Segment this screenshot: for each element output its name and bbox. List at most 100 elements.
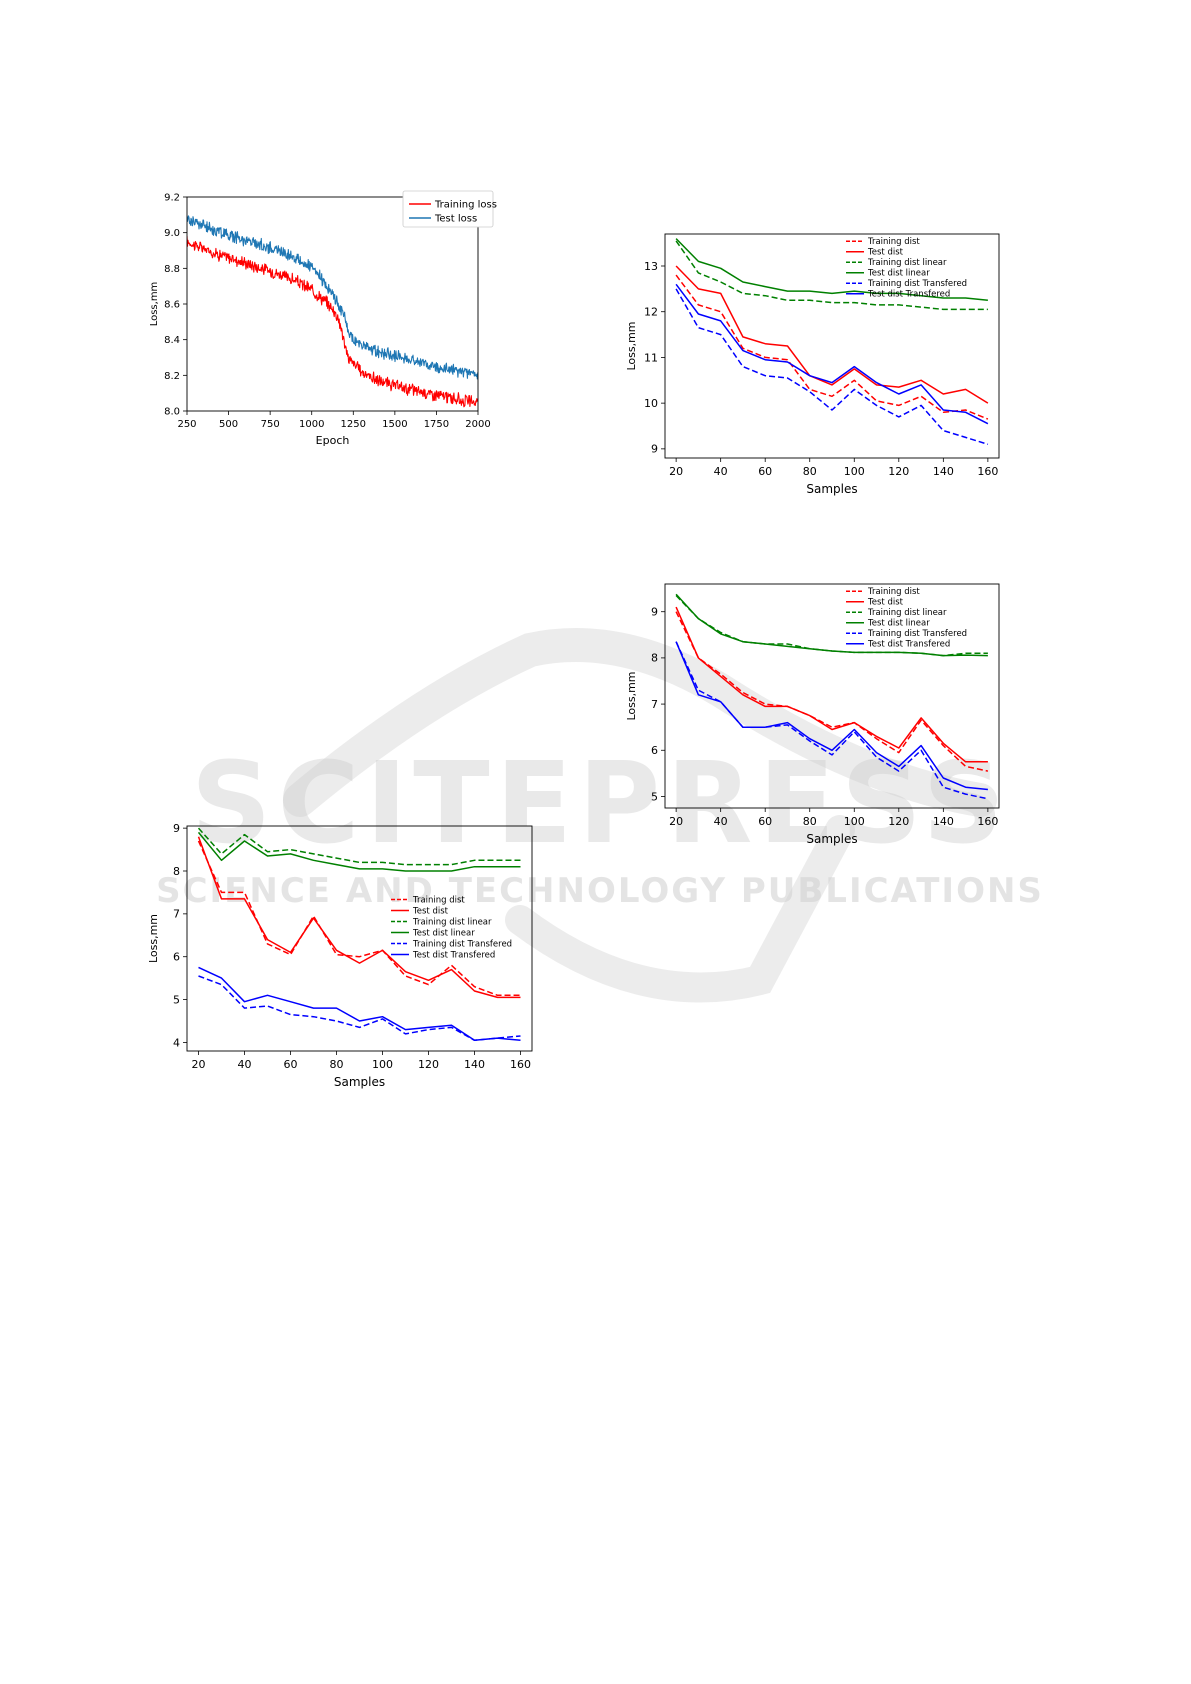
series-line-training-dist-linear [675, 240, 988, 311]
series-line-training-dist [197, 840, 521, 997]
x-tick-label: 20 [669, 465, 683, 478]
plot-frame [186, 196, 479, 412]
x-tick-label: 120 [888, 815, 909, 828]
x-tick-label: 40 [238, 1058, 252, 1071]
series-line-test-dist-transfered [198, 966, 521, 1042]
series-line-training-loss [187, 235, 478, 408]
series-line-training-dist-transfered [198, 975, 521, 1042]
y-tick-label: 5 [651, 790, 658, 803]
x-tick-label: 120 [888, 465, 909, 478]
series-line-test-dist [675, 265, 989, 404]
y-tick-label: 12 [644, 306, 658, 319]
y-tick-label: 8.8 [164, 264, 180, 275]
x-axis-label: Samples [806, 482, 857, 496]
legend-label-test-loss: Test loss [434, 214, 477, 225]
series-line-training-dist [675, 611, 989, 772]
series-line-training-dist-transfered [675, 641, 989, 800]
y-tick-label: 4 [173, 1036, 180, 1049]
y-tick-label: 6 [651, 744, 658, 757]
x-tick-label: 160 [977, 815, 998, 828]
legend-label-training-dist-linear: Training dist linear [867, 608, 947, 618]
plot-area [675, 238, 989, 446]
y-tick-label: 8 [173, 865, 180, 878]
y-tick-label: 9.0 [164, 228, 180, 239]
x-tick-label: 140 [933, 815, 954, 828]
y-tick-label: 8.0 [164, 407, 180, 418]
x-axis-label: Samples [806, 832, 857, 846]
x-tick-label: 500 [219, 419, 238, 430]
y-axis-label: Loss,mm [625, 671, 638, 720]
x-tick-label: 750 [261, 419, 280, 430]
series-line-training-dist [675, 274, 989, 420]
x-tick-label: 100 [844, 815, 865, 828]
x-tick-label: 40 [714, 815, 728, 828]
legend-label-test-dist: Test dist [867, 598, 904, 608]
legend-label-training-dist-linear: Training dist linear [867, 258, 947, 268]
plot-area [187, 215, 478, 408]
series-line-test-loss [187, 215, 478, 380]
legend-label-test-dist-linear: Test dist linear [867, 269, 930, 279]
x-tick-label: 1750 [424, 419, 449, 430]
legend-label-test-dist: Test dist [867, 248, 904, 258]
y-axis-label: Loss,mm [625, 321, 638, 370]
series-line-training-dist-linear [197, 827, 521, 866]
legend-label-test-dist-transfered: Test dist Transfered [867, 640, 950, 650]
legend-label-training-dist: Training dist [412, 895, 465, 905]
plot-area [197, 827, 521, 1042]
x-tick-label: 20 [669, 815, 683, 828]
legend-label-training-loss: Training loss [434, 200, 497, 211]
x-tick-label: 20 [192, 1058, 206, 1071]
legend-label-test-dist: Test dist [412, 906, 449, 916]
y-tick-label: 10 [644, 397, 658, 410]
legend-label-training-dist-linear: Training dist linear [412, 917, 492, 927]
x-tick-label: 140 [464, 1058, 485, 1071]
legend-label-training-dist-transfered: Training dist Transfered [412, 939, 512, 949]
y-tick-label: 8.4 [164, 335, 180, 346]
x-tick-label: 40 [714, 465, 728, 478]
x-tick-label: 250 [177, 419, 196, 430]
y-axis-label: Loss,mm [147, 914, 160, 963]
x-tick-label: 80 [803, 815, 817, 828]
legend-label-test-dist-linear: Test dist linear [412, 928, 475, 938]
plot-frame [664, 233, 1000, 459]
legend-label-test-dist-linear: Test dist linear [867, 619, 930, 629]
series-line-test-dist-linear [675, 593, 988, 657]
series-line-test-dist [197, 836, 521, 999]
x-tick-label: 160 [510, 1058, 531, 1071]
legend-label-training-dist-transfered: Training dist Transfered [867, 279, 967, 289]
x-tick-label: 120 [418, 1058, 439, 1071]
y-tick-label: 13 [644, 260, 658, 273]
x-tick-label: 1500 [382, 419, 407, 430]
legend-label-test-dist-transfered: Test dist Transfered [867, 290, 950, 300]
y-tick-label: 5 [173, 993, 180, 1006]
y-tick-label: 7 [651, 698, 658, 711]
x-tick-label: 60 [758, 465, 772, 478]
epoch-loss-chart: 250 500 750 1000 1250 1500 1750 2000 8.0 8.2 8.4 8.… [149, 190, 497, 447]
y-tick-label: 9 [651, 443, 658, 456]
series-line-test-dist [675, 606, 988, 763]
x-tick-label: 2000 [465, 419, 490, 430]
y-tick-label: 9 [173, 822, 180, 835]
x-tick-label: 140 [933, 465, 954, 478]
x-tick-label: 60 [758, 815, 772, 828]
legend-label-training-dist-transfered: Training dist Transfered [867, 629, 967, 639]
y-tick-label: 7 [173, 908, 180, 921]
y-tick-label: 8 [651, 652, 658, 665]
x-tick-label: 1000 [299, 419, 324, 430]
plot-frame [186, 825, 533, 1052]
x-tick-label: 100 [844, 465, 865, 478]
legend-label-training-dist: Training dist [867, 587, 920, 597]
y-tick-label: 9.2 [164, 193, 180, 204]
series-line-test-dist-transfered [675, 283, 989, 425]
samples-loss-chart-c: 20 40 60 80 100 120 140 160 4 5 6 7 8 9 Samples Loss,mm… [147, 822, 533, 1089]
y-tick-label: 6 [173, 951, 180, 964]
x-axis-label: Samples [334, 1075, 385, 1089]
series-line-test-dist-transfered [675, 641, 988, 791]
y-tick-label: 8.6 [164, 300, 180, 311]
y-axis-label: Loss,mm [149, 282, 160, 327]
series-line-training-dist-transfered [675, 288, 989, 446]
series-line-test-dist-linear [675, 238, 988, 302]
series-line-test-dist-linear [197, 831, 521, 872]
